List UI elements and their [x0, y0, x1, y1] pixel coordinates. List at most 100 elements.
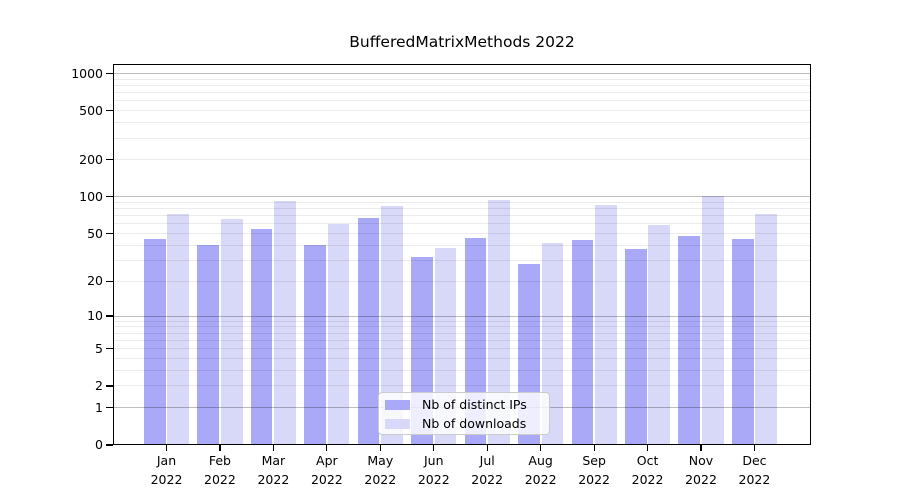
- gridline-minor: [113, 280, 811, 282]
- x-tick-month: Jul: [479, 453, 495, 468]
- gridline-minor: [113, 122, 811, 124]
- legend-label-distinct-ips: Nb of distinct IPs: [422, 397, 527, 412]
- x-tick-label: Aug 2022: [509, 451, 573, 489]
- gridline-minor: [113, 332, 811, 334]
- y-tick-mark: [106, 110, 113, 112]
- bar-distinct-ips-jan: [143, 239, 166, 445]
- gridline-minor: [113, 233, 811, 235]
- x-tick-year: 2022: [738, 472, 771, 487]
- bar-downloads-nov: [701, 196, 724, 445]
- x-tick-month: Sep: [582, 453, 606, 468]
- y-tick-label: 0: [95, 437, 103, 452]
- gridline-minor: [113, 385, 811, 387]
- x-tick-mark: [433, 445, 435, 451]
- legend-label-downloads: Nb of downloads: [422, 416, 527, 431]
- gridline-major: [113, 315, 811, 317]
- x-tick-month: Oct: [636, 453, 659, 468]
- bar-downloads-dec: [755, 214, 778, 445]
- x-tick-year: 2022: [150, 472, 183, 487]
- gridline-minor: [113, 215, 811, 217]
- y-tick-mark: [106, 280, 113, 282]
- x-tick-mark: [753, 445, 756, 451]
- bar-distinct-ips-nov: [678, 235, 701, 445]
- x-tick-month: Mar: [261, 453, 286, 468]
- y-tick-label: 10: [87, 308, 103, 324]
- x-tick-label: Nov 2022: [669, 451, 733, 489]
- bar-distinct-ips-dec: [731, 239, 754, 445]
- x-tick-mark: [486, 445, 488, 451]
- y-tick-mark: [106, 232, 113, 235]
- x-tick-month: Jan: [156, 453, 177, 468]
- legend-item-downloads: Nb of downloads: [385, 414, 549, 433]
- gridline-minor: [113, 100, 811, 102]
- x-tick-year: 2022: [631, 472, 664, 487]
- plot-area: 0 1 2 5 10 20 50 100 200 500 1000 Jan 2022 Feb 2022 Mar…: [71, 64, 811, 487]
- x-tick-mark: [326, 445, 328, 451]
- gridline-minor: [113, 369, 811, 371]
- y-tick-label: 5: [95, 340, 103, 356]
- bar-distinct-ips-apr: [304, 245, 326, 445]
- y-tick-mark: [106, 315, 113, 317]
- bar-downloads-feb: [220, 218, 243, 445]
- bar-distinct-ips-mar: [250, 228, 273, 445]
- x-tick-label: May 2022: [348, 451, 412, 489]
- bar-downloads-apr: [327, 223, 350, 445]
- gridline-minor: [113, 326, 811, 328]
- x-tick-year: 2022: [578, 472, 610, 487]
- y-tick-label: 2: [95, 377, 103, 393]
- gridline-minor: [113, 201, 811, 203]
- gridline-minor: [113, 339, 811, 341]
- x-tick-label: Jan 2022: [135, 451, 199, 489]
- bar-downloads-may: [381, 206, 403, 445]
- y-tick-mark: [106, 348, 113, 350]
- gridline-minor: [113, 244, 811, 246]
- gridline-major: [113, 196, 811, 198]
- gridline-minor: [113, 348, 811, 350]
- y-tick-mark: [106, 444, 113, 446]
- x-tick-label: Jun 2022: [402, 451, 466, 489]
- y-tick-mark: [106, 385, 113, 387]
- y-tick-mark: [106, 72, 113, 75]
- x-tick-year: 2022: [417, 472, 450, 487]
- x-tick-label: Dec 2022: [722, 451, 786, 489]
- x-tick-mark: [700, 445, 702, 451]
- gridline-minor: [113, 320, 811, 322]
- bar-downloads-sep: [595, 205, 617, 445]
- x-tick-label: Jul 2022: [455, 451, 519, 489]
- bar-distinct-ips-oct: [624, 249, 647, 445]
- legend: Nb of distinct IPs Nb of downloads: [378, 392, 550, 435]
- bar-downloads-jul: [488, 199, 510, 445]
- gridline-minor: [113, 208, 811, 210]
- x-tick-mark: [540, 445, 542, 451]
- x-tick-mark: [379, 445, 381, 451]
- gridline-minor: [113, 357, 811, 359]
- y-tick-label: 500: [79, 102, 103, 118]
- y-tick-label: 100: [79, 188, 103, 204]
- x-tick-year: 2022: [524, 472, 557, 487]
- x-tick-month: Jun: [423, 453, 444, 468]
- bar-downloads-jan: [167, 214, 190, 445]
- x-tick-label: Oct 2022: [616, 451, 680, 489]
- x-tick-mark: [219, 445, 221, 451]
- x-tick-mark: [593, 445, 595, 451]
- y-tick-mark: [106, 159, 113, 161]
- x-tick-year: 2022: [685, 472, 717, 487]
- x-tick-month: May: [367, 453, 394, 468]
- gridline-minor: [113, 259, 811, 261]
- x-tick-label: Apr 2022: [295, 451, 359, 489]
- y-tick-label: 1: [95, 399, 103, 415]
- x-tick-month: Feb: [208, 453, 231, 468]
- bar-distinct-ips-sep: [571, 240, 594, 445]
- x-tick-year: 2022: [204, 472, 236, 487]
- gridline-minor: [113, 85, 811, 86]
- legend-item-distinct-ips: Nb of distinct IPs: [385, 395, 549, 414]
- y-tick-label: 50: [87, 225, 103, 241]
- bar-downloads-oct: [648, 224, 671, 445]
- bar-downloads-mar: [274, 200, 296, 445]
- x-tick-label: Mar 2022: [241, 451, 305, 489]
- bar-distinct-ips-may: [357, 218, 380, 445]
- x-tick-mark: [646, 445, 649, 451]
- gridline-minor: [113, 137, 811, 139]
- x-tick-year: 2022: [364, 472, 397, 487]
